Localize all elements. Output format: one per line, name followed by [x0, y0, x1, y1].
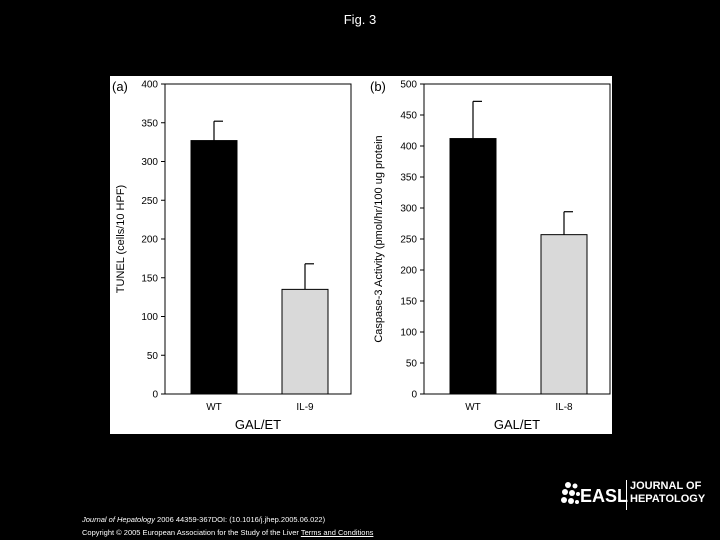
logo-line-1: JOURNAL OF [630, 480, 702, 492]
panel-1-ytick-label: 250 [141, 196, 158, 207]
panel-1-label: (a) [112, 79, 128, 94]
figure-panel: (a) 0 50 100 150 200 250 300 350 400 TUNEL (cells/… [110, 76, 612, 434]
panel-2-xtick-label: IL-8 [555, 402, 573, 413]
logo-line-2: HEPATOLOGY [630, 493, 706, 505]
logo-journal-name: JOURNAL OF HEPATOLOGY [630, 480, 705, 506]
panel-2-ytick-label: 400 [400, 142, 417, 153]
panel-1-ytick-label: 200 [141, 235, 158, 246]
panel-2-ytick-label: 300 [400, 204, 417, 215]
journal-name: Journal of Hepatology [82, 515, 155, 524]
panel-2-ytick-label: 0 [411, 390, 417, 401]
panel-1-ytick-label: 150 [141, 273, 158, 284]
panel-1-ytick-label: 300 [141, 157, 158, 168]
panel-2-ytick-label: 500 [400, 80, 417, 91]
panel-2-label: (b) [370, 79, 386, 94]
panel-1-ytick-label: 50 [147, 351, 159, 362]
panel-2-ytick-label: 350 [400, 173, 417, 184]
logo-easl: EASL [580, 486, 629, 506]
panel-1-xlabel: GAL/ET [235, 417, 281, 432]
panel-1-bar-wt [190, 140, 238, 395]
panel-1-bar-il-9 [281, 288, 329, 395]
panel-1-ylabel: TUNEL (cells/10 HPF) [115, 185, 127, 293]
panel-2-ylabel: Caspase-3 Activity (pmol/hr/100 ug prote… [373, 135, 385, 342]
terms-link[interactable]: Terms and Conditions [300, 528, 374, 537]
panel-1-xtick-label: IL-9 [296, 402, 314, 413]
panel-1-ytick-label: 400 [141, 80, 158, 91]
easl-dots-icon [561, 482, 580, 504]
panel-1-xtick-label: WT [206, 402, 222, 413]
panel-1-ytick-label: 100 [141, 312, 158, 323]
panel-2-ytick-label: 200 [400, 266, 417, 277]
panel-2-bar-wt [449, 138, 497, 395]
panel-2-ytick-label: 150 [400, 297, 417, 308]
panel-2-ytick-label: 100 [400, 328, 417, 339]
panel-2-bar-il-8 [540, 234, 588, 395]
copyright-text: Copyright © 2005 European Association fo… [82, 528, 301, 537]
panel-2-xlabel: GAL/ET [494, 417, 540, 432]
panel-2-ytick-label: 250 [400, 235, 417, 246]
citation-line: Journal of Hepatology 2006 44359-367DOI:… [82, 515, 325, 524]
copyright-line: Copyright © 2005 European Association fo… [82, 528, 373, 537]
panel-2-xtick-label: WT [465, 402, 481, 413]
logo-divider [626, 480, 627, 510]
citation-details: 2006 44359-367DOI: (10.1016/j.jhep.2005.… [154, 515, 326, 524]
journal-logo: EASL JOURNAL OF HEPATOLOGY [560, 478, 714, 512]
panel-1-ytick-label: 0 [152, 390, 158, 401]
panel-2-ytick-label: 450 [400, 111, 417, 122]
panel-2-ytick-label: 50 [406, 359, 418, 370]
panel-1-ytick-label: 350 [141, 118, 158, 129]
figure-title: Fig. 3 [343, 12, 377, 27]
chart-canvas: (a) 0 50 100 150 200 250 300 350 400 TUNEL (cells/… [112, 79, 611, 432]
